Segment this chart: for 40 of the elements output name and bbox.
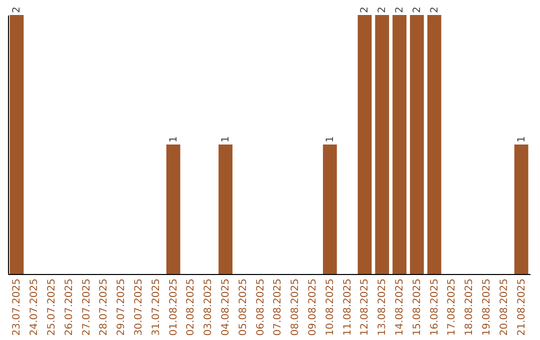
- x-tick-label: 14.08.2025: [394, 278, 406, 336]
- x-tick-label: 09.08.2025: [308, 278, 318, 336]
- x-tick-label: 20.08.2025: [498, 278, 510, 336]
- data-label: 1: [324, 136, 336, 142]
- data-label: 2: [429, 6, 440, 13]
- data-label: 2: [12, 6, 23, 13]
- data-label: 2: [360, 6, 371, 13]
- x-tick-label: 27.07.2025: [81, 278, 92, 336]
- x-tick-label: 26.07.2025: [64, 278, 75, 336]
- x-tick-label: 23.07.2025: [12, 278, 23, 336]
- x-tick-label: 12.08.2025: [360, 278, 371, 336]
- data-label: 1: [220, 136, 232, 142]
- x-tick-label: 08.08.2025: [290, 278, 302, 336]
- x-tick-label: 30.07.2025: [134, 278, 144, 336]
- x-tick-label: 05.08.2025: [238, 278, 249, 336]
- x-tick-label: 07.08.2025: [272, 278, 284, 336]
- x-tick-label: 28.07.2025: [98, 278, 110, 336]
- x-tick-label: 19.08.2025: [482, 278, 492, 336]
- x-tick-label: 11.08.2025: [342, 278, 354, 336]
- x-tick-label: 01.08.2025: [168, 278, 180, 336]
- x-tick-label: 29.07.2025: [116, 278, 128, 336]
- x-tick-label: 21.08.2025: [516, 278, 528, 336]
- data-label: 2: [377, 6, 388, 13]
- x-tick-label: 18.08.2025: [464, 278, 476, 336]
- x-tick-label: 13.08.2025: [377, 278, 388, 336]
- x-tick-label: 10.08.2025: [324, 278, 336, 336]
- x-tick-label: 31.07.2025: [150, 278, 162, 336]
- x-tick-label: 24.07.2025: [29, 278, 40, 336]
- data-label: 1: [516, 136, 528, 142]
- x-tick-label: 06.08.2025: [255, 278, 266, 336]
- data-label: 2: [394, 6, 406, 13]
- x-tick-label: 25.07.2025: [46, 278, 58, 336]
- x-tick-label: 04.08.2025: [220, 278, 232, 336]
- x-tick-label: 03.08.2025: [203, 278, 214, 336]
- x-tick-label: 17.08.2025: [446, 278, 458, 336]
- x-tick-label: 16.08.2025: [429, 278, 440, 336]
- data-label: 2: [412, 6, 423, 13]
- x-tick-label: 15.08.2025: [412, 278, 423, 336]
- x-tick-label: 02.08.2025: [186, 278, 197, 336]
- data-label: 1: [168, 136, 180, 142]
